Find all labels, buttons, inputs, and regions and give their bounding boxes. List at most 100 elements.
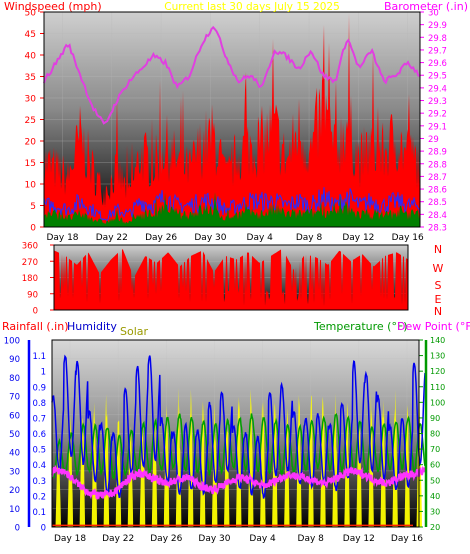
humidity-ytick-label: 100 bbox=[4, 337, 20, 347]
barometer-ytick-label: 28.9 bbox=[428, 148, 447, 158]
barometer-ytick-label: 29.9 bbox=[428, 21, 447, 31]
wind-series-layer bbox=[43, 12, 421, 228]
wind-xtick-label: Day 8 bbox=[296, 233, 323, 243]
rainfall-ytick-label: 0.4 bbox=[32, 461, 46, 471]
temperature-ytick-label: 130 bbox=[430, 352, 445, 361]
chart-title: Current last 30 days July 15 2025 bbox=[164, 1, 340, 13]
wind-xtick-label: Day 30 bbox=[194, 233, 226, 243]
dew-point-axis-label: Dew Point (°F) bbox=[397, 320, 470, 333]
humidity-line bbox=[51, 354, 426, 499]
temperature-ytick-label: 80 bbox=[430, 430, 440, 439]
compass-letter-e: E bbox=[435, 293, 442, 306]
weather-xtick-label: Day 8 bbox=[298, 534, 325, 544]
compass-letter-s: S bbox=[435, 279, 442, 292]
barometer-ytick-label: 29.7 bbox=[428, 46, 447, 56]
humidity-ytick-label: 30 bbox=[9, 467, 20, 477]
wind-ytick-label: 0 bbox=[30, 224, 36, 234]
rainfall-ytick-label: 1 bbox=[41, 368, 46, 378]
rainfall-ytick-label: 0.9 bbox=[32, 383, 46, 393]
rainfall-ytick-label: 0.8 bbox=[32, 399, 46, 409]
weather-xtick-label: Day 26 bbox=[150, 534, 182, 544]
weather-xtick-label: Day 22 bbox=[102, 534, 134, 544]
barometer-ytick-label: 28.7 bbox=[428, 173, 447, 183]
direction-ytick-label: 270 bbox=[22, 258, 38, 268]
barometer-ytick-label: 29.8 bbox=[428, 34, 447, 44]
wind-ytick-label: 20 bbox=[25, 138, 37, 148]
direction-ytick-label: 180 bbox=[22, 274, 38, 284]
humidity-ytick-label: 40 bbox=[9, 449, 20, 459]
compass-letter-n-top: N bbox=[434, 243, 442, 256]
temperature-ytick-label: 30 bbox=[430, 507, 440, 516]
temperature-ytick-label: 100 bbox=[430, 398, 445, 407]
wind-ytick-label: 25 bbox=[25, 116, 36, 126]
temperature-ytick-label: 20 bbox=[430, 523, 440, 532]
weather-xtick-label: Day 30 bbox=[198, 534, 230, 544]
wind-axes: 0 5 10 15 20 25 30 35 40 45 50 28.3 28.4 28.5 28.6 28.7… bbox=[25, 9, 447, 244]
wind-ytick-label: 10 bbox=[25, 181, 37, 191]
direction-panel-frame bbox=[53, 244, 409, 311]
wind-xtick-label: Day 16 bbox=[392, 233, 424, 243]
wind-xtick-label: Day 26 bbox=[145, 233, 177, 243]
temperature-ytick-label: 50 bbox=[430, 476, 440, 485]
dew-point-line bbox=[51, 464, 426, 500]
compass-letter-n-bottom: N bbox=[434, 305, 442, 318]
direction-series-layer bbox=[54, 249, 408, 310]
humidity-ytick-label: 90 bbox=[9, 355, 20, 365]
barometer-ytick-label: 30 bbox=[428, 9, 439, 19]
barometer-ytick-label: 29.1 bbox=[428, 122, 447, 132]
weather-axes: 0 10 20 30 40 50 60 70 80 90 100 0 0.1 0.2 0.3 0.4 0.5 0.… bbox=[4, 336, 446, 544]
barometer-ytick-label: 28.3 bbox=[428, 224, 447, 234]
direction-ytick-label: 360 bbox=[22, 242, 38, 252]
wind-left-axis-label: Windspeed (mph) bbox=[4, 0, 102, 13]
temperature-ytick-label: 120 bbox=[430, 367, 445, 376]
wind-xtick-label: Day 18 bbox=[46, 233, 78, 243]
wind-xtick-label: Day 12 bbox=[342, 233, 374, 243]
windspeed-area bbox=[44, 192, 420, 227]
temperature-ytick-label: 90 bbox=[430, 414, 440, 423]
barometer-axis-label: Barometer (.in) bbox=[384, 0, 468, 13]
wind-panel-frame bbox=[43, 11, 421, 228]
humidity-ytick-label: 20 bbox=[9, 486, 20, 496]
temperature-ytick-label: 110 bbox=[430, 383, 445, 392]
compass-letter-w: W bbox=[433, 262, 444, 275]
rainfall-ytick-label: 0.6 bbox=[32, 430, 46, 440]
temperature-axis-label: Temperature (°F) bbox=[313, 320, 408, 333]
temperature-ytick-label: 70 bbox=[430, 445, 440, 454]
rainfall-axis-label: Rainfall (.in) bbox=[2, 320, 69, 333]
barometer-ytick-label: 28.6 bbox=[428, 186, 447, 196]
temperature-ytick-label: 140 bbox=[430, 336, 445, 345]
barometer-ytick-label: 28.8 bbox=[428, 160, 447, 170]
direction-ytick-label: 0 bbox=[33, 307, 38, 317]
barometer-ytick-label: 28.5 bbox=[428, 198, 447, 208]
wind-ytick-label: 45 bbox=[25, 30, 36, 40]
rainfall-ytick-label: 0.1 bbox=[32, 508, 46, 518]
barometer-ytick-label: 29.2 bbox=[428, 110, 447, 120]
wind-ytick-label: 15 bbox=[25, 159, 36, 169]
humidity-ytick-label: 70 bbox=[9, 393, 20, 403]
direction-ytick-label: 90 bbox=[27, 290, 38, 300]
wind-xtick-label: Day 22 bbox=[96, 233, 128, 243]
rainfall-ytick-label: 1.1 bbox=[32, 352, 46, 362]
gust-area bbox=[44, 12, 420, 228]
temperature-line bbox=[51, 412, 426, 480]
rainfall-ytick-label: 0.7 bbox=[32, 414, 46, 424]
humidity-ytick-label: 50 bbox=[9, 430, 20, 440]
temperature-ytick-label: 40 bbox=[430, 492, 440, 501]
weather-xtick-label: Day 16 bbox=[391, 534, 423, 544]
humidity-ytick-label: 60 bbox=[9, 411, 20, 421]
weather-xtick-label: Day 18 bbox=[54, 534, 86, 544]
weather-xtick-label: Day 12 bbox=[343, 534, 375, 544]
avg-wind-line bbox=[43, 187, 421, 222]
humidity-ytick-label: 10 bbox=[9, 505, 20, 515]
humidity-ytick-label: 80 bbox=[9, 374, 20, 384]
humidity-axis-label: Humidity bbox=[67, 320, 117, 333]
rainfall-ytick-label: 0.2 bbox=[32, 492, 46, 502]
barometer-ytick-label: 29.4 bbox=[428, 84, 447, 94]
barometer-ytick-label: 29.3 bbox=[428, 97, 447, 107]
barometer-ytick-label: 29.6 bbox=[428, 59, 447, 69]
weather-xtick-label: Day 4 bbox=[249, 534, 276, 544]
wind-ytick-label: 35 bbox=[25, 73, 36, 83]
rainfall-ytick-label: 0.3 bbox=[32, 477, 46, 487]
weather-panel-frame bbox=[51, 339, 420, 528]
